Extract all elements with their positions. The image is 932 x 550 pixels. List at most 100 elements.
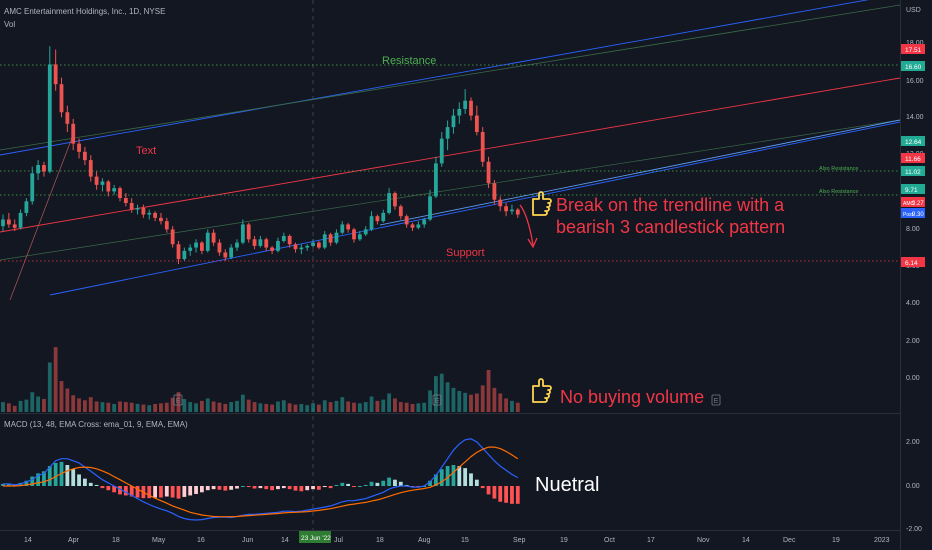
price-badge-text: 11.66 (905, 156, 921, 163)
candle (6, 219, 11, 225)
macd-histogram-bar (159, 486, 163, 498)
volume-bar (12, 405, 17, 412)
earnings-marker-letter: E (714, 398, 719, 405)
volume-bar (474, 393, 479, 412)
volume-bar (276, 401, 280, 412)
price-badge-text: 12.64 (905, 139, 922, 146)
also-resistance-label-2: Also Resistance (819, 189, 858, 195)
volume-bar (404, 402, 409, 412)
volume-bar (346, 401, 351, 412)
macd-histogram-bar (357, 486, 362, 487)
candle (223, 252, 228, 258)
macd-indicator-label[interactable]: MACD (13, 48, EMA Cross: ema_01, 9, EMA,… (4, 420, 188, 429)
candle (287, 236, 292, 245)
macd-tick-label: 0.00 (906, 483, 920, 490)
last-price-value: 9.27 (912, 201, 924, 207)
candle (18, 212, 23, 228)
candle (153, 212, 157, 218)
symbol-title[interactable]: AMC Entertainment Holdings, Inc., 1D, NY… (4, 7, 166, 16)
macd-histogram-bar (42, 471, 46, 486)
macd-line (3, 438, 519, 521)
price-badge-text: 9.71 (905, 187, 918, 194)
price-tick-label: 4.00 (906, 300, 920, 307)
volume-bar (30, 392, 35, 412)
macd-histogram-bar (287, 486, 292, 490)
price-badge-text: 17.51 (905, 47, 922, 54)
macd-histogram-bar (135, 486, 140, 498)
candle (393, 193, 397, 207)
earnings-marker-icon (173, 394, 183, 406)
macd-histogram-bar (375, 482, 380, 486)
volume-bar (293, 404, 298, 412)
price-badge (901, 136, 925, 146)
macd-histogram-bar (77, 474, 81, 486)
macd-histogram-bar (83, 478, 87, 486)
currency-label: USD (906, 7, 921, 14)
candle (42, 165, 46, 172)
price-tick-label: 14.00 (906, 114, 924, 121)
pointing-hand-icon (532, 191, 552, 216)
volume-bar (480, 385, 485, 412)
volume-bar (141, 404, 146, 412)
volume-bar (264, 403, 269, 412)
macd-histogram-bar (328, 486, 333, 489)
macd-histogram-bar (112, 486, 117, 493)
macd-histogram-bar (445, 466, 450, 486)
macd-histogram-bar (205, 486, 210, 491)
time-tick-label: 14 (281, 537, 289, 544)
macd-histogram-bar (299, 486, 304, 492)
candle (94, 176, 99, 185)
volume-bar (492, 387, 497, 412)
volume-bar (287, 403, 292, 412)
macd-histogram-bar (515, 486, 520, 504)
macd-histogram-bar (276, 486, 280, 490)
volume-bar (170, 397, 175, 412)
macd-histogram-bar (322, 486, 327, 488)
candle (211, 232, 216, 243)
candle (311, 242, 315, 246)
macd-histogram-bar (439, 469, 444, 486)
candle (381, 212, 386, 222)
macd-histogram-bar (305, 486, 310, 491)
macd-histogram-bar (340, 482, 345, 486)
volume-bar (182, 399, 187, 412)
candle (281, 236, 286, 241)
candle (1, 219, 5, 227)
time-tick-label: 2023 (874, 537, 890, 544)
price-badge (901, 153, 925, 163)
candle (469, 100, 473, 116)
candle (328, 234, 333, 243)
volume-bar (65, 388, 70, 412)
candle (276, 240, 280, 251)
candle (118, 188, 122, 199)
macd-histogram-bar (200, 486, 204, 493)
candle (59, 84, 64, 113)
volume-bar (322, 400, 327, 412)
macd-histogram-bar (123, 486, 128, 496)
time-tick-label: Sep (513, 537, 526, 544)
candle (515, 209, 520, 215)
candle (240, 224, 245, 243)
macd-histogram-bar (498, 486, 503, 502)
candle (375, 216, 380, 222)
volume-bar (118, 401, 122, 412)
candle (235, 242, 239, 248)
candle (334, 232, 339, 243)
candle (404, 216, 409, 225)
macd-histogram-bar (106, 486, 111, 491)
candle (112, 188, 117, 192)
volume-bar (398, 402, 403, 412)
volume-bar (252, 402, 257, 412)
macd-histogram-bar (147, 486, 152, 499)
macd-histogram-bar (363, 484, 368, 486)
macd-histogram-bar (486, 486, 491, 495)
macd-histogram-bar (153, 486, 157, 498)
volume-label: Vol (4, 20, 16, 29)
macd-histogram-bar (223, 486, 228, 491)
macd-histogram-bar (270, 486, 274, 491)
candle (439, 138, 444, 164)
candle (357, 234, 362, 240)
macd-histogram-bar (71, 469, 76, 486)
